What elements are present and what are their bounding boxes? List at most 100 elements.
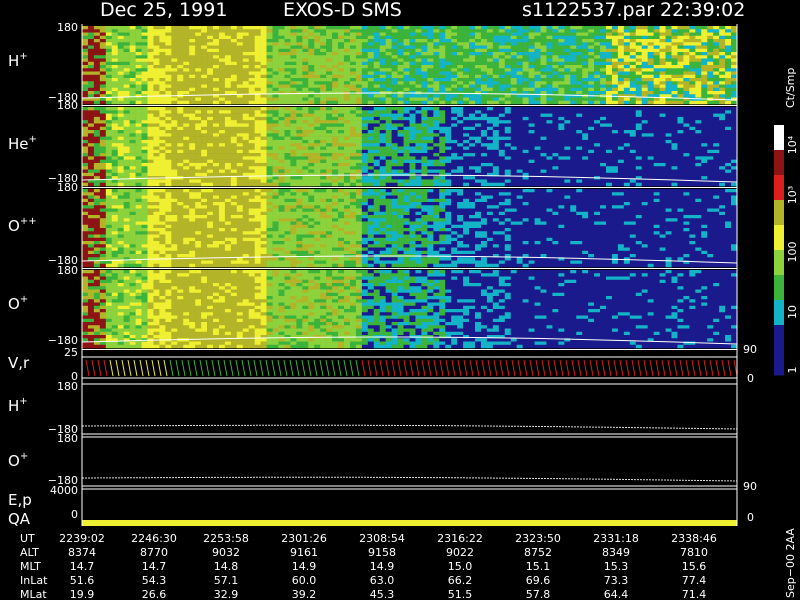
heatmap-cell <box>570 81 577 85</box>
heatmap-cell <box>504 116 512 121</box>
heatmap-cell <box>498 26 506 30</box>
heatmap-cell <box>207 120 214 124</box>
heatmap-cell <box>284 126 291 131</box>
heatmap-cell <box>213 26 220 30</box>
heatmap-cell <box>147 39 154 43</box>
heatmap-cell <box>409 29 416 33</box>
heatmap-cell <box>600 74 607 79</box>
heatmap-cell <box>177 123 184 128</box>
heatmap-cell <box>594 169 601 174</box>
heatmap-cell <box>93 176 101 180</box>
heatmap-cell <box>338 107 345 111</box>
heatmap-cell <box>600 153 607 157</box>
heatmap-cell <box>129 149 136 154</box>
heatmap-cell <box>457 84 464 89</box>
heatmap-cell <box>528 48 535 53</box>
heatmap-cell <box>665 74 672 79</box>
heatmap-cell <box>480 58 488 63</box>
heatmap-cell <box>558 100 565 105</box>
heatmap-cell <box>492 139 500 144</box>
heatmap-cell <box>451 130 458 134</box>
heatmap-cell <box>457 153 464 157</box>
heatmap-cell <box>135 110 142 114</box>
heatmap-cell <box>635 136 643 141</box>
heatmap-cell <box>284 45 291 50</box>
heatmap-cell <box>528 35 535 40</box>
heatmap-cell <box>391 74 398 79</box>
heatmap-cell <box>183 162 190 167</box>
heatmap-cell <box>314 143 321 147</box>
heatmap-cell <box>486 116 494 121</box>
heatmap-cell <box>230 97 238 102</box>
heatmap-cell <box>308 65 315 69</box>
heatmap-cell <box>677 91 684 95</box>
heatmap-cell <box>635 78 643 82</box>
heatmap-cell <box>367 113 375 118</box>
heatmap-cell <box>433 29 440 33</box>
heatmap-cell <box>338 42 345 46</box>
heatmap-cell <box>129 126 136 131</box>
heatmap-cell <box>272 120 279 124</box>
heatmap-cell <box>254 136 261 141</box>
heatmap-cell <box>421 116 428 121</box>
heatmap-cell <box>582 143 589 147</box>
heatmap-cell <box>349 126 357 131</box>
heatmap-cell <box>516 26 523 30</box>
heatmap-cell <box>361 113 369 118</box>
heatmap-cell <box>439 130 446 134</box>
heatmap-cell <box>576 26 583 30</box>
heatmap-cell <box>385 29 392 33</box>
heatmap-cell <box>230 100 238 105</box>
heatmap-cell <box>349 162 357 167</box>
heatmap-cell <box>504 110 512 114</box>
heatmap-cell <box>379 39 386 43</box>
heatmap-cell <box>254 39 261 43</box>
heatmap-cell <box>314 35 321 40</box>
heatmap-cell <box>409 169 416 174</box>
heatmap-cell <box>195 71 202 76</box>
heatmap-cell <box>445 153 452 157</box>
heatmap-cell <box>475 52 482 56</box>
heatmap-cell <box>141 32 148 37</box>
heatmap-cell <box>427 68 434 72</box>
heatmap-cell <box>93 146 101 151</box>
heatmap-cell <box>117 55 124 59</box>
heatmap-cell <box>189 71 196 76</box>
heatmap-cell <box>403 32 410 37</box>
heatmap-cell <box>171 156 178 160</box>
heatmap-cell <box>230 110 238 114</box>
heatmap-cell <box>135 35 142 40</box>
heatmap-cell <box>576 81 583 85</box>
heatmap-cell <box>695 78 702 82</box>
heatmap-cell <box>534 26 541 30</box>
heatmap-cell <box>141 35 148 40</box>
heatmap-cell <box>713 35 720 40</box>
heatmap-cell <box>540 48 547 53</box>
heatmap-cell <box>201 107 208 111</box>
heatmap-cell <box>475 26 482 30</box>
heatmap-cell <box>576 32 583 37</box>
heatmap-cell <box>93 94 101 98</box>
heatmap-cell <box>606 26 613 30</box>
heatmap-cell <box>427 94 434 98</box>
heatmap-cell <box>105 120 113 124</box>
heatmap-cell <box>611 149 619 154</box>
heatmap-cell <box>606 65 613 69</box>
heatmap-cell <box>570 172 577 177</box>
heatmap-cell <box>409 100 416 105</box>
heatmap-cell <box>218 97 226 102</box>
heatmap-cell <box>534 159 541 164</box>
heatmap-cell <box>177 136 184 141</box>
heatmap-cell <box>564 55 571 59</box>
heatmap-cell <box>123 71 130 76</box>
heatmap-cell <box>701 35 708 40</box>
heatmap-cell <box>147 97 154 102</box>
heatmap-cell <box>534 55 541 59</box>
heatmap-cell <box>540 91 547 95</box>
heatmap-cell <box>349 120 357 124</box>
heatmap-cell <box>707 42 714 46</box>
heatmap-cell <box>629 71 637 76</box>
heatmap-cell <box>659 39 666 43</box>
heatmap-cell <box>498 97 506 102</box>
